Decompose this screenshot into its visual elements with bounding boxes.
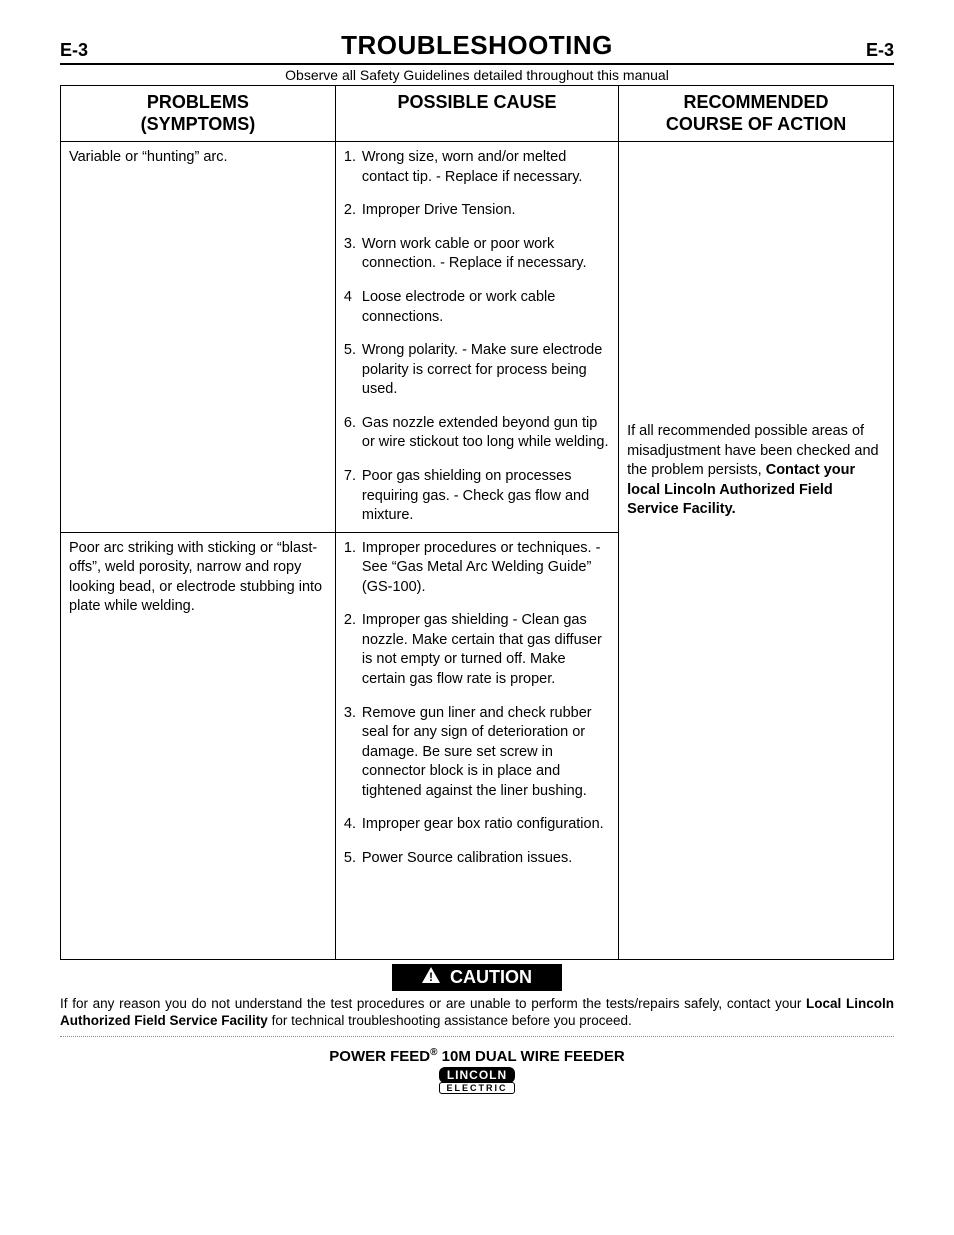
- list-item: 4.Improper gear box ratio configuration.: [344, 815, 610, 835]
- txt: Improper gas shielding - Clean gas nozzl…: [362, 611, 610, 689]
- num: 1.: [344, 148, 362, 187]
- list-item: 1.Wrong size, worn and/or melted contact…: [344, 148, 610, 187]
- caution-label: CAUTION: [450, 967, 532, 988]
- th-cause: POSSIBLE CAUSE: [335, 86, 618, 142]
- cause-list-2: 1.Improper procedures or techniques. - S…: [344, 539, 610, 869]
- list-item: 6.Gas nozzle extended beyond gun tip or …: [344, 414, 610, 453]
- th-problems-l1: PROBLEMS: [147, 92, 249, 112]
- model-post: 10M DUAL WIRE FEEDER: [437, 1048, 624, 1065]
- num: 4: [344, 288, 362, 327]
- num: 2.: [344, 201, 362, 221]
- txt: Wrong size, worn and/or melted contact t…: [362, 148, 610, 187]
- num: 3.: [344, 704, 362, 802]
- list-item: 1.Improper procedures or techniques. - S…: [344, 539, 610, 598]
- page-title: TROUBLESHOOTING: [341, 30, 613, 61]
- caution-bar-wrap: ! CAUTION: [60, 964, 894, 991]
- txt: Gas nozzle extended beyond gun tip or wi…: [362, 414, 610, 453]
- troubleshooting-table: PROBLEMS (SYMPTOMS) POSSIBLE CAUSE RECOM…: [60, 85, 894, 960]
- txt: Worn work cable or poor work connection.…: [362, 235, 610, 274]
- num: 3.: [344, 235, 362, 274]
- th-action-l1: RECOMMENDED: [684, 92, 829, 112]
- list-item: 4Loose electrode or work cable connectio…: [344, 288, 610, 327]
- num: 6.: [344, 414, 362, 453]
- txt: Power Source calibration issues.: [362, 849, 610, 869]
- warning-triangle-icon: !: [422, 967, 440, 988]
- brand-logo: LINCOLN ELECTRIC: [60, 1067, 894, 1096]
- model-pre: POWER FEED: [329, 1048, 430, 1065]
- page-code-right: E-3: [866, 40, 894, 61]
- caution-bar: ! CAUTION: [392, 964, 562, 991]
- caution-text-post: for technical troubleshooting assistance…: [268, 1013, 632, 1028]
- txt: Poor gas shielding on processes requirin…: [362, 467, 610, 526]
- th-action-l2: COURSE OF ACTION: [666, 114, 846, 134]
- cause-cell-1: 1.Wrong size, worn and/or melted contact…: [335, 142, 618, 532]
- cause-list-1: 1.Wrong size, worn and/or melted contact…: [344, 148, 610, 525]
- action-cell: If all recommended possible areas of mis…: [619, 142, 894, 959]
- brand-bot: ELECTRIC: [439, 1082, 515, 1094]
- symptom-cell-1: Variable or “hunting” arc.: [61, 142, 336, 532]
- th-problems-l2: (SYMPTOMS): [141, 114, 256, 134]
- list-item: 5.Power Source calibration issues.: [344, 849, 610, 869]
- list-item: 2.Improper Drive Tension.: [344, 201, 610, 221]
- list-item: 7.Poor gas shielding on processes requir…: [344, 467, 610, 526]
- footer-model: POWER FEED® 10M DUAL WIRE FEEDER: [60, 1047, 894, 1065]
- txt: Improper procedures or techniques. - See…: [362, 539, 610, 598]
- txt: Remove gun liner and check rubber seal f…: [362, 704, 610, 802]
- caution-text-pre: If for any reason you do not understand …: [60, 996, 806, 1011]
- brand-top: LINCOLN: [439, 1067, 515, 1083]
- symptom-cell-2: Poor arc striking with sticking or “blas…: [61, 532, 336, 959]
- txt: Loose electrode or work cable connection…: [362, 288, 610, 327]
- cause-cell-2: 1.Improper procedures or techniques. - S…: [335, 532, 618, 959]
- safety-guideline-note: Observe all Safety Guidelines detailed t…: [60, 67, 894, 83]
- caution-text: If for any reason you do not understand …: [60, 995, 894, 1030]
- dotted-separator: [60, 1036, 894, 1037]
- txt: Wrong polarity. - Make sure electrode po…: [362, 341, 610, 400]
- page-header: E-3 TROUBLESHOOTING E-3: [60, 30, 894, 65]
- num: 7.: [344, 467, 362, 526]
- num: 5.: [344, 341, 362, 400]
- txt: Improper gear box ratio configuration.: [362, 815, 610, 835]
- num: 2.: [344, 611, 362, 689]
- txt: Improper Drive Tension.: [362, 201, 610, 221]
- table-row: Variable or “hunting” arc. 1.Wrong size,…: [61, 142, 894, 532]
- list-item: 3.Remove gun liner and check rubber seal…: [344, 704, 610, 802]
- num: 4.: [344, 815, 362, 835]
- th-action: RECOMMENDED COURSE OF ACTION: [619, 86, 894, 142]
- num: 5.: [344, 849, 362, 869]
- list-item: 5.Wrong polarity. - Make sure electrode …: [344, 341, 610, 400]
- list-item: 2.Improper gas shielding - Clean gas noz…: [344, 611, 610, 689]
- list-item: 3.Worn work cable or poor work connectio…: [344, 235, 610, 274]
- page-code-left: E-3: [60, 40, 88, 61]
- th-problems: PROBLEMS (SYMPTOMS): [61, 86, 336, 142]
- svg-text:!: !: [429, 970, 433, 983]
- num: 1.: [344, 539, 362, 598]
